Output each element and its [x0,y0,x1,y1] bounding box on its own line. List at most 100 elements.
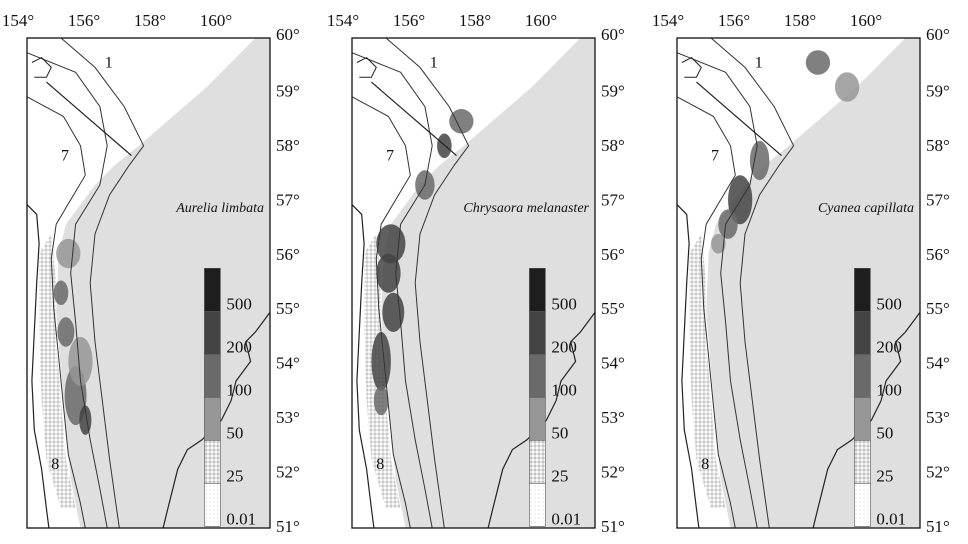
x-tick-label: 154° [327,11,359,30]
y-tick-label: 57° [276,190,300,209]
map-panel-3: 154° 156° 158° 160° 60° 59° 58° 57° 56° 55° 54° 53°… [650,0,968,540]
y-tick-label: 55° [601,299,625,318]
zone-label-7: 7 [386,148,394,165]
map-panel-2: 154° 156° 158° 160° 60° 59° 58° 57° 56° 55° 54° 53°… [325,0,645,540]
y-tick-label: 59° [601,81,625,100]
depth-contour [677,52,758,528]
depth-contour [27,52,108,528]
west-coastline [352,204,375,528]
y-tick-label: 58° [276,136,300,155]
legend-label: 0.01 [551,509,581,528]
legend-swatch [854,482,871,527]
map-svg: 154° 156° 158° 160° 60° 59° 58° 57° 56° 55° 54° 53°… [652,11,950,536]
x-tick-label: 156° [718,11,750,30]
map-body [27,38,270,528]
y-tick-label: 51° [276,517,300,536]
density-patch [371,332,391,391]
map-svg: 154° 156° 158° 160° 60° 59° 58° 57° 56° 55° 54° 53°… [2,11,300,536]
legend-label: 200 [551,337,577,356]
density-patch [373,385,389,416]
y-tick-label: 60° [601,25,625,44]
legend-label: 500 [551,294,577,313]
density-patch [449,109,474,134]
y-tick-label: 52° [276,463,300,482]
density-patch [56,238,81,269]
zone-label-8: 8 [701,456,709,473]
west-coastline [677,204,700,528]
x-tick-label: 160° [525,11,557,30]
density-patch [68,336,93,386]
y-tick-label: 56° [276,245,300,264]
depth-contour [710,38,795,528]
depth-contour [27,96,86,528]
legend-swatch [854,267,871,312]
legend-label: 0.01 [876,509,906,528]
y-tick-label: 53° [926,408,950,427]
legend-swatch [529,482,546,527]
x-tick-label: 154° [2,11,34,30]
density-patch [376,253,401,293]
legend-label: 500 [226,294,252,313]
y-tick-label: 52° [601,463,625,482]
legend-swatch [529,267,546,312]
zone-label-7: 7 [711,148,719,165]
density-patch [711,234,726,254]
legend-label: 50 [876,423,893,442]
legend-label: 100 [226,380,252,399]
nearshore-area [689,234,726,509]
x-tick-label: 156° [393,11,425,30]
zone-boundary [371,81,457,157]
x-tick-label: 160° [200,11,232,30]
zone-label-1: 1 [430,54,438,71]
sampled-area [706,38,920,528]
legend-swatch [204,353,221,398]
density-patch [749,140,770,181]
legend-label: 100 [876,380,902,399]
depth-contour [352,96,411,528]
legend-label: 25 [876,466,893,485]
y-tick-label: 51° [601,517,625,536]
species-name: Cyanea capillata [818,201,914,216]
depth-contour [385,38,470,528]
density-patch [834,72,860,102]
map-frame [26,37,271,529]
legend-label: 50 [551,423,568,442]
x-tick-label: 160° [850,11,882,30]
depth-contour [352,52,433,528]
zone-label-7: 7 [61,148,69,165]
density-patch [376,224,406,264]
legend-swatch [854,396,871,441]
y-tick-label: 55° [276,299,300,318]
density-patch [53,280,69,306]
zone-boundary [696,81,782,157]
density-patch [728,175,753,225]
zone-label-1: 1 [755,54,763,71]
island-outline [681,56,702,78]
legend-swatch [529,439,546,484]
y-tick-label: 57° [601,190,625,209]
legend-swatch [854,439,871,484]
legend-swatch [204,310,221,355]
legend-label: 100 [551,380,577,399]
x-tick-label: 158° [784,11,816,30]
island-outline [31,56,52,78]
legend-label: 25 [226,466,243,485]
sampled-area [381,38,595,528]
legend-label: 50 [226,423,243,442]
x-tick-label: 156° [68,11,100,30]
legend-label: 500 [876,294,902,313]
density-patch [57,317,75,347]
species-name: Aurelia limbata [175,201,264,216]
y-tick-label: 51° [926,517,950,536]
map-body [677,38,920,528]
legend-swatch [854,353,871,398]
x-tick-label: 158° [459,11,491,30]
legend-swatch [204,267,221,312]
density-patch [805,50,831,75]
y-tick-label: 58° [926,136,950,155]
map-svg: 154° 156° 158° 160° 60° 59° 58° 57° 56° 55° 54° 53°… [327,11,625,536]
sampled-area [56,38,270,528]
zone-label-8: 8 [51,456,59,473]
y-tick-label: 59° [926,81,950,100]
map-frame [676,37,921,529]
